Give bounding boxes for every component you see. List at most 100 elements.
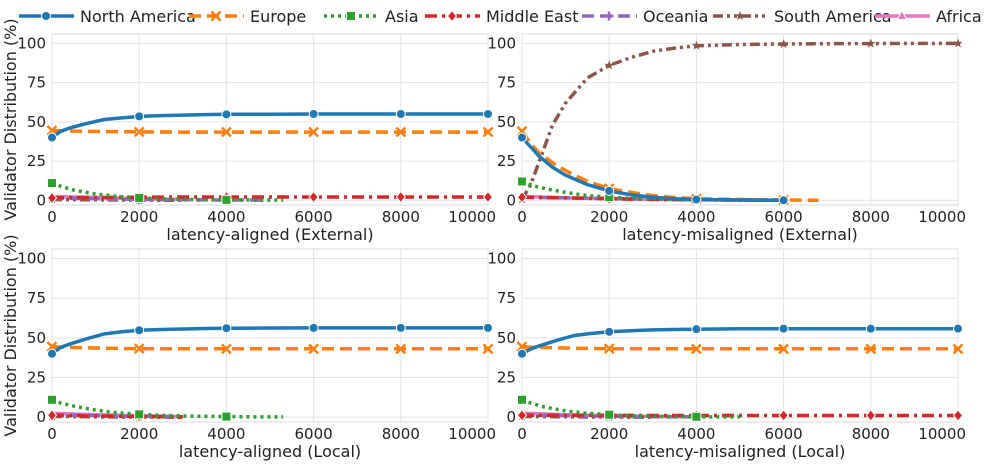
y-axis-label: Validator Distribution (%)	[1, 234, 20, 436]
x-tick-label: 4000	[207, 208, 245, 226]
legend-label-africa: Africa	[936, 7, 982, 26]
series-north-america	[517, 132, 789, 206]
y-tick-label: 25	[27, 152, 46, 170]
series-europe	[46, 125, 494, 138]
x-tick-label: 8000	[382, 208, 420, 226]
series-line-south-america	[520, 41, 958, 201]
legend-marker-africa	[896, 9, 908, 20]
data-point-asia	[47, 394, 57, 405]
chart-panel-3: 0 2000 4000 6000 8000 10000 0 25 50 75 100 latency-…	[1, 234, 496, 461]
legend-marker-asia	[346, 11, 356, 21]
series-europe	[46, 341, 494, 355]
x-axis-label: latency-misaligned (External)	[622, 225, 858, 244]
data-point-north-america	[517, 348, 527, 359]
chart-panel-1: 0 2000 4000 6000 8000 10000 0 25 50 75 100 latency-…	[1, 18, 496, 244]
x-axis-label: latency-aligned (External)	[166, 225, 373, 244]
legend-marker-middle-east	[446, 9, 458, 23]
data-point-europe	[308, 126, 319, 138]
y-tick-label: 75	[27, 289, 46, 307]
series-europe	[516, 341, 964, 355]
data-point-asia	[134, 409, 145, 420]
data-point-asia	[517, 176, 527, 187]
data-point-asia	[221, 194, 232, 205]
data-point-north-america	[134, 325, 145, 336]
y-tick-label: 0	[36, 408, 46, 426]
data-point-south-america	[778, 39, 789, 49]
series-north-america	[47, 109, 493, 143]
legend-item-oceania: Oceania	[582, 7, 708, 26]
y-axis-label: Validator Distribution (%)	[1, 18, 20, 220]
data-point-middle-east	[482, 190, 494, 204]
x-tick-label: 10000	[448, 208, 496, 226]
y-tick-label: 75	[497, 74, 516, 92]
x-tick-label: 0	[47, 425, 57, 443]
data-point-asia	[691, 411, 702, 422]
x-tick-label: 6000	[765, 208, 803, 226]
y-tick-label: 0	[506, 408, 516, 426]
data-point-north-america	[517, 132, 527, 143]
series-line-north-america	[50, 112, 488, 139]
data-point-middle-east	[395, 190, 406, 204]
series-line-north-america	[50, 326, 488, 356]
x-tick-label: 10000	[918, 425, 966, 443]
data-point-north-america	[47, 348, 57, 359]
data-point-middle-east	[778, 409, 789, 422]
x-tick-label: 2000	[120, 425, 158, 443]
data-point-north-america	[221, 109, 232, 120]
data-point-europe	[865, 343, 877, 355]
panels: 0 2000 4000 6000 8000 10000 0 25 50 75 100 latency-…	[1, 18, 966, 461]
data-point-middle-east	[46, 191, 58, 205]
x-tick-label: 2000	[590, 208, 628, 226]
data-point-north-america	[308, 322, 319, 333]
legend-label-oceania: Oceania	[643, 7, 708, 26]
x-axis-label: latency-aligned (Local)	[179, 442, 361, 461]
data-point-middle-east	[952, 409, 964, 422]
x-tick-label: 0	[47, 208, 57, 226]
plot-area	[51, 248, 489, 423]
data-point-middle-east	[516, 190, 528, 204]
data-point-middle-east	[865, 409, 876, 422]
data-point-north-america	[134, 111, 145, 122]
series-line-asia	[521, 398, 740, 419]
data-point-europe	[691, 343, 702, 355]
series-line-middle-east	[51, 195, 488, 200]
series-north-america	[47, 322, 493, 359]
series-north-america	[517, 323, 963, 359]
x-tick-label: 8000	[382, 425, 420, 443]
y-tick-label: 75	[497, 289, 516, 307]
data-point-asia	[517, 394, 527, 405]
data-point-north-america	[395, 322, 406, 333]
y-tick-label: 75	[27, 74, 46, 92]
series-line-asia	[51, 398, 284, 419]
y-tick-label: 50	[27, 329, 46, 347]
plot-area	[51, 33, 489, 206]
y-tick-label: 50	[27, 113, 46, 131]
data-point-asia	[221, 411, 232, 422]
x-tick-label: 6000	[765, 425, 803, 443]
y-tick-label: 0	[506, 191, 516, 209]
legend-marker-oceania	[604, 11, 614, 21]
series-asia	[517, 394, 740, 422]
data-point-south-america	[866, 38, 876, 48]
chart-panel-2: 0 2000 4000 6000 8000 10000 0 25 50 75 100 latency-…	[487, 33, 966, 244]
x-tick-label: 2000	[120, 208, 158, 226]
data-point-middle-east	[46, 409, 58, 422]
x-axis-label: latency-misaligned (Local)	[635, 442, 846, 461]
data-point-north-america	[604, 185, 615, 196]
data-point-europe	[221, 126, 232, 138]
data-point-middle-east	[308, 190, 319, 204]
series-line-middle-east	[51, 413, 183, 419]
data-point-north-america	[395, 109, 406, 120]
legend-label-middle-east: Middle East	[486, 7, 578, 26]
x-tick-label: 4000	[677, 425, 715, 443]
y-tick-label: 25	[27, 369, 46, 387]
legend-marker-north-america	[41, 11, 51, 21]
data-point-asia	[134, 192, 145, 203]
series-line-europe	[51, 128, 488, 134]
data-point-asia	[47, 178, 57, 189]
plot-area	[521, 33, 959, 206]
legend-item-africa: Africa	[875, 7, 982, 26]
data-point-europe	[221, 343, 232, 355]
y-tick-label: 100	[17, 34, 46, 52]
data-point-north-america	[865, 323, 876, 334]
